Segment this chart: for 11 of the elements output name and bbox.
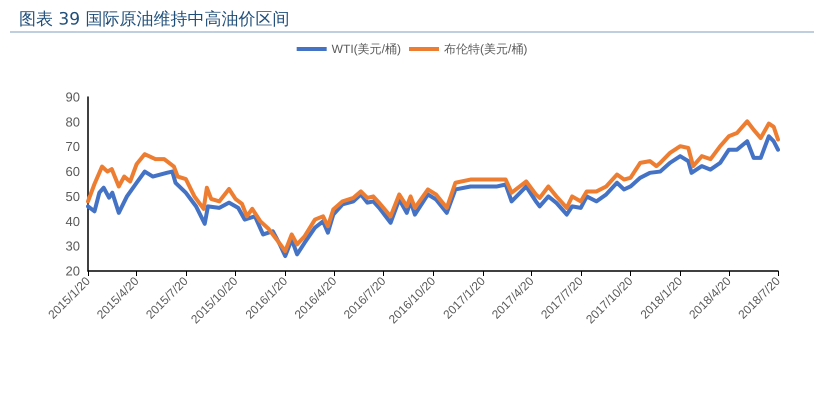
y-tick-label: 80	[66, 114, 80, 130]
y-tick-label: 60	[66, 164, 80, 180]
y-tick-label: 30	[66, 238, 80, 254]
y-tick-label: 50	[66, 188, 80, 204]
y-tick-label: 40	[66, 214, 80, 229]
y-tick-label: 90	[66, 90, 80, 104]
legend-label: WTI(美元/桶)	[332, 42, 402, 56]
chart-title: 图表 39 国际原油维持中高油价区间	[19, 10, 290, 30]
y-tick-label: 70	[66, 139, 80, 154]
legend-label: 布伦特(美元/桶)	[444, 42, 528, 56]
y-tick-label: 20	[66, 264, 80, 278]
